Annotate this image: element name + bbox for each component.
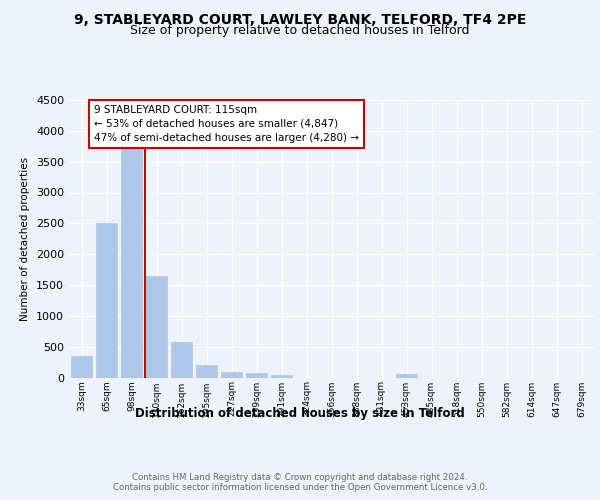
Bar (396, 374, 417, 378)
Bar (146, 276, 167, 378)
Text: Distribution of detached houses by size in Telford: Distribution of detached houses by size … (135, 408, 465, 420)
Text: Contains public sector information licensed under the Open Government Licence v3: Contains public sector information licen… (113, 484, 487, 492)
Bar (96, 224, 117, 378)
Bar (121, 146, 142, 378)
Text: Size of property relative to detached houses in Telford: Size of property relative to detached ho… (130, 24, 470, 37)
Bar (221, 372, 242, 378)
Bar (271, 374, 292, 378)
Bar (71, 356, 92, 378)
Bar (171, 342, 192, 378)
Text: Contains HM Land Registry data © Crown copyright and database right 2024.: Contains HM Land Registry data © Crown c… (132, 472, 468, 482)
Bar (196, 365, 217, 378)
Bar (246, 373, 267, 378)
Text: 9, STABLEYARD COURT, LAWLEY BANK, TELFORD, TF4 2PE: 9, STABLEYARD COURT, LAWLEY BANK, TELFOR… (74, 12, 526, 26)
Text: 9 STABLEYARD COURT: 115sqm
← 53% of detached houses are smaller (4,847)
47% of s: 9 STABLEYARD COURT: 115sqm ← 53% of deta… (94, 105, 359, 143)
Y-axis label: Number of detached properties: Number of detached properties (20, 156, 31, 321)
